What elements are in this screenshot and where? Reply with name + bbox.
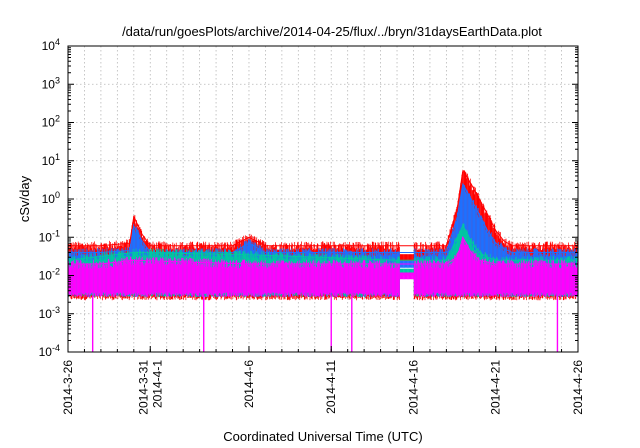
y-tick-label: 10-3 [39, 305, 60, 321]
series-line [67, 225, 578, 261]
chart-title: /data/run/goesPlots/archive/2014-04-25/f… [122, 24, 542, 39]
y-tick-label: 101 [42, 152, 60, 168]
x-axis-label: Coordinated Universal Time (UTC) [223, 429, 422, 444]
y-tick-label: 10-1 [39, 228, 60, 244]
x-tick-label: 2014-4-21 [489, 360, 503, 415]
y-axis-label: cSv/day [17, 175, 32, 222]
y-tick-labels: 10-4 10-3 10-2 10-1 100 101 102 103 104 [39, 37, 60, 359]
y-tick-label: 103 [42, 75, 60, 91]
x-tick-label: 2014-4-11 [324, 360, 338, 414]
x-tick-label: 2014-3-31 [136, 360, 150, 415]
y-tick-label: 10-2 [39, 267, 60, 283]
x-tick-label: 2014-4-1 [150, 360, 164, 408]
y-tick-label: 10-4 [39, 343, 60, 359]
ticks [67, 45, 579, 353]
y-tick-label: 104 [42, 37, 60, 53]
y-tick-label: 102 [42, 114, 60, 130]
x-tick-label: 2014-4-26 [571, 360, 585, 415]
series-layer [67, 169, 579, 352]
series-3 [67, 236, 579, 298]
x-tick-label: 2014-4-16 [406, 360, 420, 415]
grid [67, 45, 579, 353]
series-line [68, 169, 578, 247]
x-tick-label: 2014-4-6 [242, 360, 256, 408]
y-tick-label: 100 [42, 190, 60, 206]
x-tick-label: 2014-3-26 [61, 360, 75, 415]
x-tick-labels: 2014-3-26 2014-3-31 2014-4-1 2014-4-6 2014-4… [61, 360, 585, 415]
series-line [68, 236, 578, 265]
